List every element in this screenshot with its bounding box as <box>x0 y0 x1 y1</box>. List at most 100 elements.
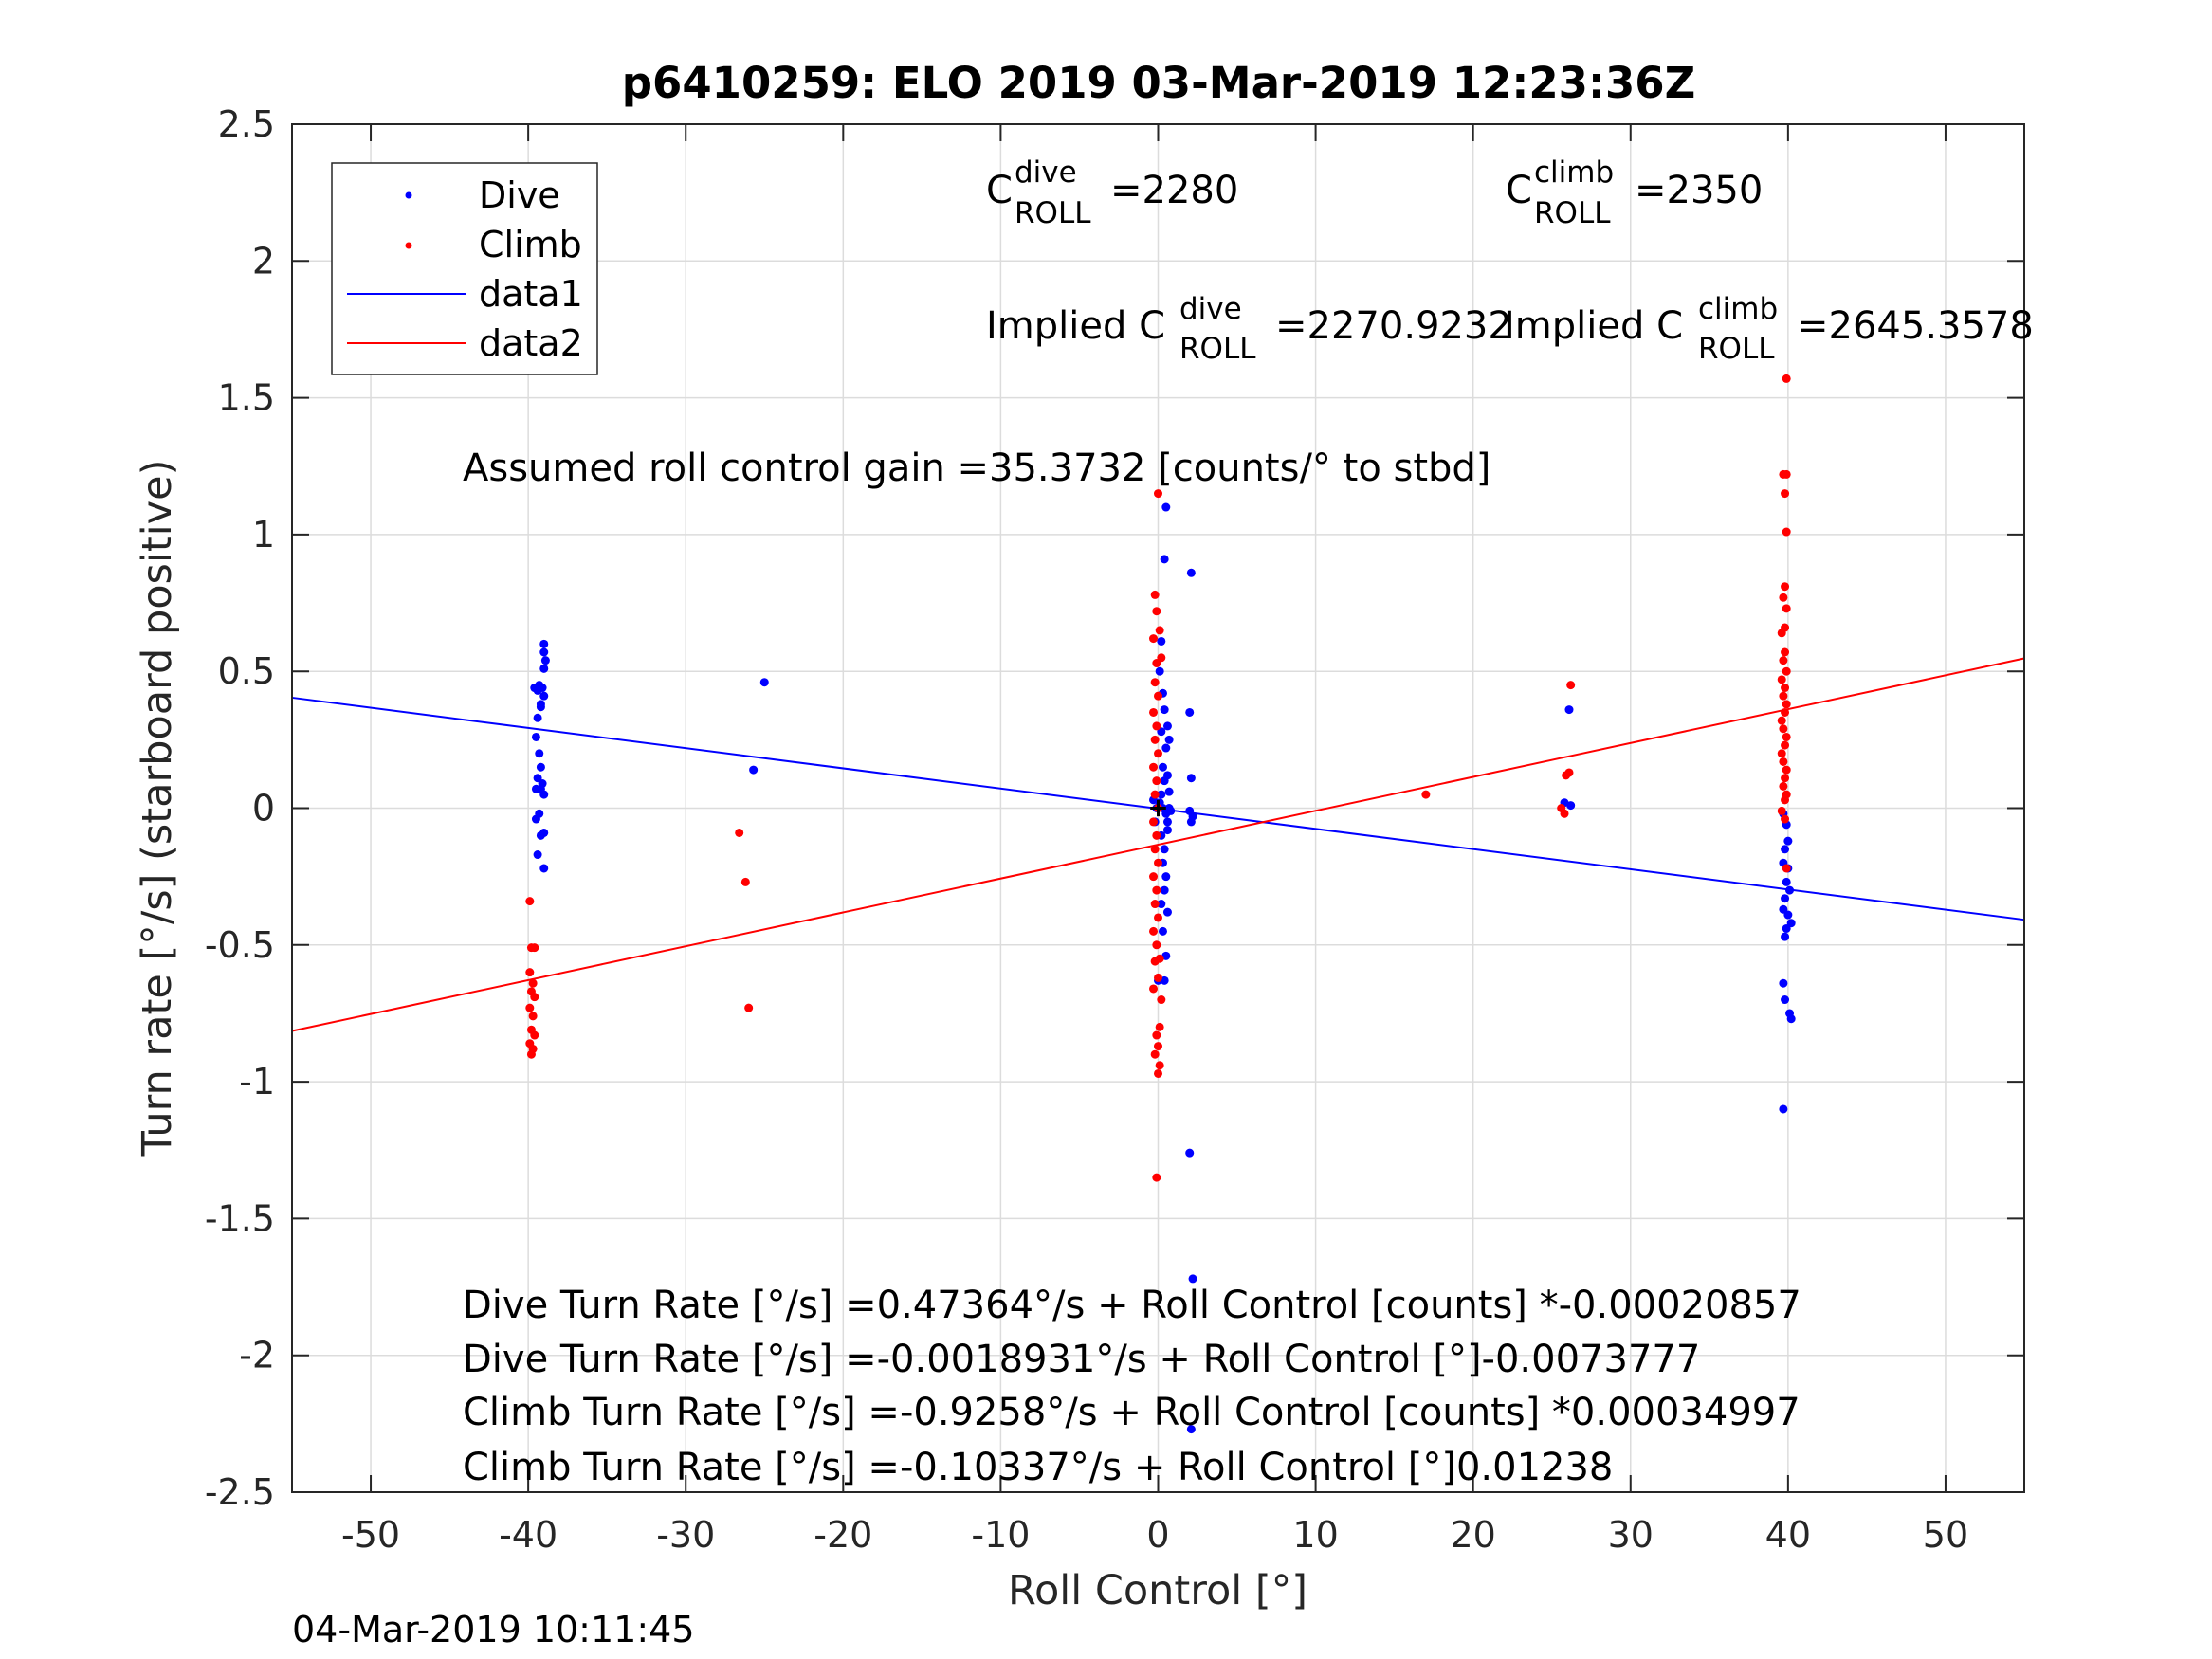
point-climb <box>1779 757 1788 766</box>
y-tick-label: 1.5 <box>218 377 275 419</box>
point-dive <box>1785 885 1795 895</box>
point-dive <box>1185 1148 1195 1158</box>
point-dive <box>540 656 550 665</box>
point-dive <box>538 684 547 693</box>
x-tick-label: -40 <box>499 1514 558 1556</box>
point-dive <box>531 814 540 824</box>
point-dive <box>1158 762 1167 772</box>
point-dive <box>536 702 545 712</box>
annotation-c-dive: C dive ROLL =2280 <box>986 155 1238 230</box>
point-dive <box>536 762 545 772</box>
point-dive <box>1781 995 1790 1005</box>
c-climb-base: C <box>1506 169 1532 212</box>
point-dive <box>539 639 549 648</box>
point-dive <box>1161 872 1171 882</box>
legend-marker-dive <box>405 191 412 199</box>
point-climb <box>1150 1049 1160 1059</box>
x-tick-label: -10 <box>971 1514 1030 1556</box>
point-climb <box>530 943 539 953</box>
point-climb <box>1782 732 1791 741</box>
point-climb <box>1782 374 1791 383</box>
y-tick-label: 0 <box>252 788 275 830</box>
point-climb <box>1152 1173 1161 1182</box>
point-dive <box>1160 845 1169 854</box>
point-climb <box>1781 740 1790 750</box>
y-tick-label: -1 <box>239 1061 275 1103</box>
point-climb <box>740 877 750 886</box>
point-dive <box>1160 885 1169 895</box>
point-climb <box>1149 926 1159 936</box>
annotation-c-climb: C climb ROLL =2350 <box>1506 155 1763 230</box>
legend-label-data1: data1 <box>479 273 583 315</box>
point-climb <box>1779 691 1788 701</box>
point-climb <box>1782 700 1791 709</box>
point-dive <box>1164 787 1174 796</box>
x-tick-label: 40 <box>1765 1514 1811 1556</box>
point-climb <box>1157 995 1166 1005</box>
point-climb <box>1777 716 1786 725</box>
point-dive <box>759 678 769 687</box>
point-climb <box>744 1003 754 1012</box>
point-climb <box>1155 1022 1164 1031</box>
point-dive <box>1783 836 1793 846</box>
point-climb <box>1154 691 1162 701</box>
equation-1: Dive Turn Rate [°/s] =0.47364°/s + Roll … <box>463 1284 1801 1327</box>
c-dive-value: =2280 <box>1110 169 1238 212</box>
implied-climb-sup: climb <box>1698 292 1778 326</box>
point-dive <box>1188 1274 1197 1284</box>
equation-3: Climb Turn Rate [°/s] =-0.9258°/s + Roll… <box>463 1391 1801 1434</box>
legend-label-dive: Dive <box>479 174 560 216</box>
point-climb <box>1779 724 1788 734</box>
point-climb <box>1149 634 1159 644</box>
y-tick-label: 1 <box>252 514 275 556</box>
x-tick-label: -30 <box>656 1514 715 1556</box>
point-climb <box>1149 817 1159 827</box>
annotation-implied-climb: Implied C climb ROLL =2645.3578 <box>1504 292 2034 366</box>
point-climb <box>1421 790 1431 799</box>
point-climb <box>1782 604 1791 613</box>
point-climb <box>1149 762 1159 772</box>
legend-label-data2: data2 <box>479 322 583 364</box>
c-dive-base: C <box>986 169 1013 212</box>
point-climb <box>1564 768 1574 777</box>
point-climb <box>1781 647 1790 657</box>
y-tick-label: -0.5 <box>205 924 275 966</box>
point-climb <box>1779 656 1788 665</box>
point-dive <box>539 864 549 873</box>
implied-climb-sub: ROLL <box>1698 332 1775 366</box>
point-dive <box>1164 735 1174 744</box>
point-climb <box>1781 489 1790 499</box>
point-dive <box>1157 636 1166 646</box>
equation-2: Dive Turn Rate [°/s] =-0.0018931°/s + Ro… <box>463 1338 1700 1381</box>
point-climb <box>1154 1042 1162 1051</box>
point-dive <box>1160 705 1169 715</box>
point-climb <box>530 1030 539 1040</box>
point-dive <box>1161 743 1171 753</box>
legend-marker-climb <box>405 242 412 249</box>
implied-climb-base: Implied C <box>1504 304 1683 348</box>
legend: Dive Climb data1 data2 <box>331 162 598 375</box>
point-dive <box>1185 707 1195 717</box>
point-dive <box>749 765 759 775</box>
point-climb <box>528 1012 538 1021</box>
point-climb <box>530 993 539 1002</box>
point-climb <box>1782 527 1791 537</box>
point-dive <box>1564 705 1574 715</box>
chart-title: p6410259: ELO 2019 03-Mar-2019 12:23:36Z <box>622 58 1695 108</box>
y-tick-label: -2 <box>239 1335 275 1376</box>
x-tick-label: -50 <box>341 1514 400 1556</box>
x-tick-label: 50 <box>1923 1514 1968 1556</box>
data-layer <box>291 374 2025 1434</box>
point-dive <box>1186 1425 1196 1434</box>
point-dive <box>1162 817 1172 827</box>
point-climb <box>1150 900 1160 909</box>
y-tick-label: 2.5 <box>218 103 275 145</box>
point-dive <box>539 664 549 673</box>
point-climb <box>1152 607 1161 616</box>
point-climb <box>1781 684 1790 693</box>
point-climb <box>1782 864 1791 873</box>
point-dive <box>1566 801 1576 811</box>
point-climb <box>1782 469 1791 479</box>
point-climb <box>1782 765 1791 775</box>
